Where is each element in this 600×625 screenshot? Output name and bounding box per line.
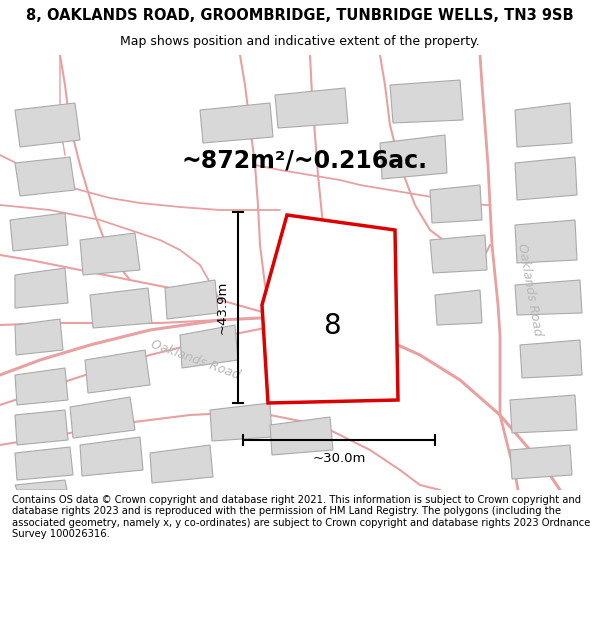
Polygon shape — [70, 397, 135, 438]
Polygon shape — [515, 220, 577, 263]
Polygon shape — [15, 368, 68, 405]
Polygon shape — [520, 340, 582, 378]
Polygon shape — [318, 265, 380, 325]
Polygon shape — [15, 157, 75, 196]
Polygon shape — [10, 213, 68, 251]
Polygon shape — [90, 288, 152, 328]
Text: Contains OS data © Crown copyright and database right 2021. This information is : Contains OS data © Crown copyright and d… — [12, 494, 590, 539]
Text: ~43.9m: ~43.9m — [215, 281, 229, 334]
Text: ~30.0m: ~30.0m — [313, 451, 365, 464]
Polygon shape — [15, 319, 63, 355]
Text: Map shows position and indicative extent of the property.: Map shows position and indicative extent… — [120, 35, 480, 48]
Polygon shape — [200, 103, 273, 143]
Text: 8: 8 — [323, 312, 341, 339]
Polygon shape — [515, 280, 582, 315]
Polygon shape — [262, 215, 398, 403]
Text: Oaklands Road: Oaklands Road — [149, 338, 241, 382]
Polygon shape — [510, 445, 572, 479]
Polygon shape — [15, 480, 67, 490]
Polygon shape — [275, 88, 348, 128]
Polygon shape — [515, 157, 577, 200]
Polygon shape — [165, 280, 218, 319]
Polygon shape — [80, 437, 143, 476]
Polygon shape — [510, 395, 577, 433]
Polygon shape — [435, 290, 482, 325]
Polygon shape — [15, 268, 68, 308]
Polygon shape — [85, 350, 150, 393]
Polygon shape — [180, 325, 238, 368]
Polygon shape — [430, 235, 487, 273]
Polygon shape — [390, 80, 463, 123]
Polygon shape — [80, 233, 140, 275]
Polygon shape — [430, 185, 482, 223]
Polygon shape — [380, 135, 447, 179]
Text: ~872m²/~0.216ac.: ~872m²/~0.216ac. — [182, 148, 428, 172]
Polygon shape — [150, 445, 213, 483]
Text: 8, OAKLANDS ROAD, GROOMBRIDGE, TUNBRIDGE WELLS, TN3 9SB: 8, OAKLANDS ROAD, GROOMBRIDGE, TUNBRIDGE… — [26, 8, 574, 23]
Polygon shape — [210, 403, 272, 441]
Polygon shape — [270, 417, 333, 455]
Polygon shape — [515, 103, 572, 147]
Polygon shape — [15, 103, 80, 147]
Polygon shape — [15, 410, 68, 445]
Text: Oaklands Road: Oaklands Road — [515, 242, 545, 338]
Polygon shape — [15, 447, 73, 480]
